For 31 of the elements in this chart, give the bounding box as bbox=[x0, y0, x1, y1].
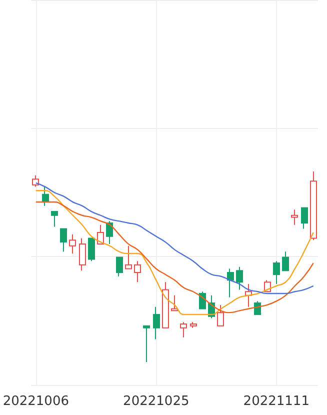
candlestick bbox=[310, 171, 317, 241]
x-tick-label: 20221111 bbox=[243, 394, 310, 409]
candlestick bbox=[153, 306, 160, 340]
candlestick bbox=[227, 268, 234, 298]
candlestick bbox=[180, 322, 187, 338]
candlestick bbox=[273, 260, 280, 284]
candlestick bbox=[199, 291, 206, 310]
candlestick bbox=[217, 304, 224, 326]
x-tick-label: 20221025 bbox=[123, 394, 190, 409]
candlestick bbox=[42, 186, 49, 206]
candlestick bbox=[60, 228, 67, 252]
candlestick bbox=[125, 245, 132, 270]
candlestick bbox=[134, 260, 141, 283]
candlestick bbox=[88, 238, 95, 262]
candlestick bbox=[106, 220, 113, 244]
candlestick bbox=[245, 283, 252, 308]
candlestick bbox=[236, 266, 243, 290]
candlestick bbox=[282, 251, 289, 272]
candlestick bbox=[171, 294, 178, 312]
candlestick bbox=[143, 325, 150, 363]
candlestick bbox=[190, 322, 197, 328]
candlestick bbox=[301, 207, 308, 230]
candlestick bbox=[291, 209, 298, 226]
candlestick bbox=[79, 238, 86, 272]
candlestick bbox=[162, 282, 169, 328]
candlestick bbox=[51, 211, 58, 228]
candlestick bbox=[254, 300, 261, 315]
candlestick bbox=[69, 234, 76, 254]
x-tick-label: 20221006 bbox=[2, 394, 69, 409]
candlestick bbox=[116, 256, 123, 277]
candlestick bbox=[32, 174, 39, 188]
